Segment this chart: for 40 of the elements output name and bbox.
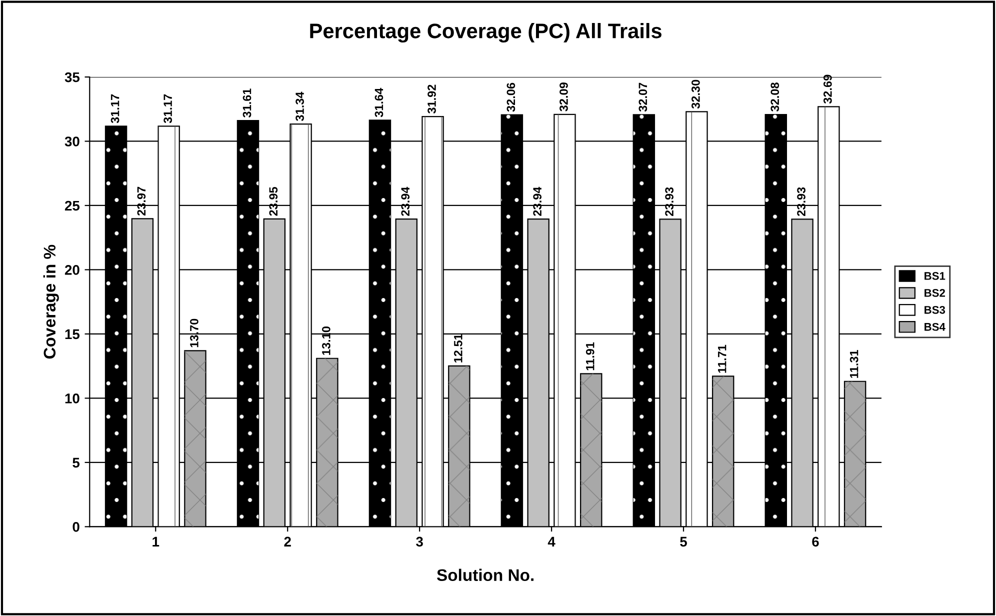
x-tick-label: 4 <box>548 536 556 546</box>
y-tick-label: 0 <box>72 522 80 532</box>
data-label: 32.06 <box>506 82 516 112</box>
y-tick-label: 25 <box>64 200 80 211</box>
data-label: 32.69 <box>823 74 832 104</box>
data-label: 31.17 <box>164 94 172 124</box>
data-label: 31.34 <box>296 92 304 121</box>
data-label: 11.31 <box>850 350 858 378</box>
data-label: 23.97 <box>137 186 146 216</box>
data-label: 11.71 <box>718 344 726 373</box>
y-axis-title: Coverage in % <box>43 244 59 359</box>
data-label: 32.30 <box>692 80 700 109</box>
x-tick-label: 1 <box>152 536 160 546</box>
legend-label: BS1 <box>924 272 946 280</box>
data-label: 31.17 <box>110 94 120 124</box>
data-label: 31.64 <box>374 88 384 118</box>
chart-title: Percentage Coverage (PC) All Trails <box>310 23 662 43</box>
y-tick-label: 30 <box>64 136 80 146</box>
data-label: 13.70 <box>190 318 198 348</box>
legend-label: BS2 <box>924 289 945 297</box>
data-label: 32.09 <box>560 82 568 112</box>
x-tick-label: 3 <box>416 536 423 547</box>
data-label: 31.61 <box>242 88 252 118</box>
y-tick-label: 35 <box>64 72 80 82</box>
data-label: 12.51 <box>454 334 462 362</box>
y-tick-label: 10 <box>65 394 80 404</box>
data-label: 31.92 <box>428 84 436 114</box>
data-label: 13.10 <box>322 326 330 355</box>
x-axis-title: Solution No. <box>436 568 534 582</box>
x-tick-label: 2 <box>284 536 291 546</box>
data-label: 11.91 <box>586 342 594 370</box>
data-label: 32.07 <box>638 82 648 112</box>
y-tick-label: 20 <box>64 265 80 275</box>
y-tick-label: 5 <box>72 458 80 468</box>
x-tick-label: 6 <box>812 536 819 547</box>
y-tick-label: 15 <box>65 329 80 340</box>
data-label: 32.08 <box>770 82 780 112</box>
legend-label: BS4 <box>924 322 946 331</box>
x-tick-label: 5 <box>680 536 687 547</box>
legend-label: BS3 <box>924 306 946 314</box>
